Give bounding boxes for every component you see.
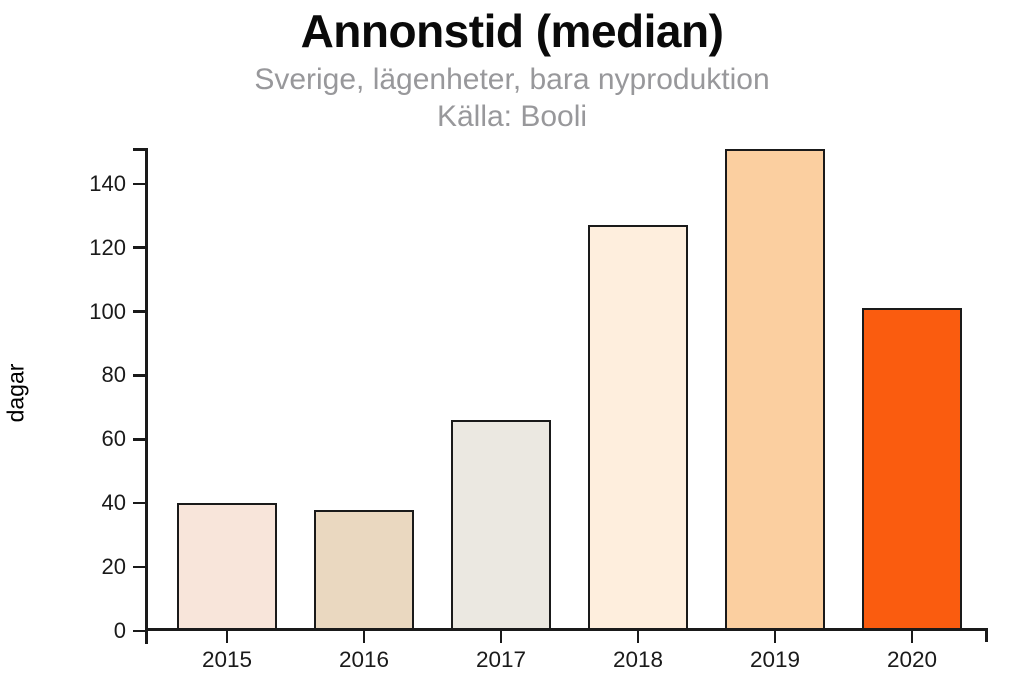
- y-tick-label: 120: [89, 234, 126, 260]
- x-tick-mark: [499, 631, 503, 643]
- y-axis-label: dagar: [2, 363, 29, 423]
- chart-subtitle: Sverige, lägenheter, bara nyproduktion: [254, 63, 770, 96]
- x-axis-line: [145, 628, 988, 631]
- x-tick-label: 2017: [475, 647, 527, 672]
- y-tick-label: 0: [113, 618, 126, 643]
- x-tick-mark: [773, 631, 777, 643]
- bar-2017: [451, 420, 551, 631]
- x-tick-label: 2020: [886, 647, 938, 672]
- y-tick-label: 20: [101, 554, 126, 580]
- y-axis-line: [145, 148, 148, 644]
- y-tick-mark: [133, 182, 145, 186]
- y-tick-mark: [133, 565, 145, 569]
- x-tick-mark: [636, 631, 640, 643]
- y-tick-mark: [133, 629, 145, 633]
- y-axis-end-cap: [133, 148, 145, 151]
- bar-2015: [177, 503, 277, 631]
- y-tick-label: 60: [101, 426, 126, 452]
- bar-2020: [862, 308, 962, 631]
- bar-2019: [725, 149, 825, 631]
- bar-2016: [314, 510, 414, 631]
- x-tick-label: 2015: [201, 647, 253, 672]
- y-tick-mark: [133, 438, 145, 441]
- y-tick-mark: [133, 310, 145, 313]
- bar-2018: [588, 225, 688, 631]
- x-tick-mark: [362, 631, 366, 643]
- x-tick-label: 2019: [749, 647, 801, 672]
- plot-area: 0 20 40 60 80 100 120 140 2015 2016 2017 2018 2019 2…: [89, 148, 988, 672]
- y-tick-label: 40: [101, 490, 126, 516]
- x-tick-label: 2016: [338, 647, 390, 672]
- chart-source: Källa: Booli: [436, 100, 588, 133]
- x-tick-mark: [910, 631, 914, 643]
- x-tick-label: 2018: [612, 647, 664, 672]
- y-tick-label: 140: [89, 170, 126, 196]
- y-tick-label: 100: [89, 298, 126, 324]
- x-tick-mark: [225, 631, 229, 643]
- y-tick-mark: [133, 501, 145, 505]
- x-axis-end-cap: [985, 628, 988, 642]
- y-tick-mark: [133, 374, 145, 377]
- chart-title: Annonstid (median): [300, 5, 724, 57]
- y-tick-mark: [133, 246, 145, 249]
- y-tick-label: 80: [101, 362, 126, 388]
